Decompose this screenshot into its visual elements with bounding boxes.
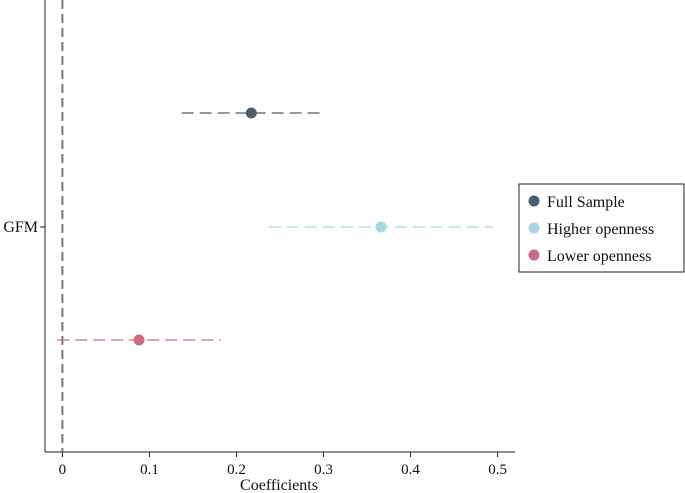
legend: Full Sample Higher openness Lower openness	[518, 183, 685, 273]
x-tick-label: 0.2	[227, 462, 246, 478]
point-full-sample	[245, 107, 257, 119]
category-label: GFM	[3, 219, 38, 236]
legend-marker-full-sample	[528, 195, 540, 207]
x-axis-label: Coefficients	[240, 477, 318, 493]
point-lower-openness	[133, 334, 145, 346]
legend-box	[518, 183, 685, 273]
x-tick-label: 0.1	[140, 462, 159, 478]
legend-label-lower-openness: Lower openness	[547, 248, 651, 265]
axes: 0 0.1 0.2 0.3 0.4 0.5	[40, 0, 515, 478]
x-tick-label: 0.3	[314, 462, 333, 478]
series-group	[57, 107, 494, 346]
x-tick-label: 0.4	[401, 462, 420, 478]
x-tick-label: 0	[59, 462, 67, 478]
point-higher-openness	[375, 221, 387, 233]
x-tick-label: 0.5	[488, 462, 507, 478]
legend-label-full-sample: Full Sample	[547, 194, 625, 211]
legend-marker-lower-openness	[528, 249, 540, 261]
legend-marker-higher-openness	[528, 222, 540, 234]
legend-label-higher-openness: Higher openness	[547, 221, 654, 238]
